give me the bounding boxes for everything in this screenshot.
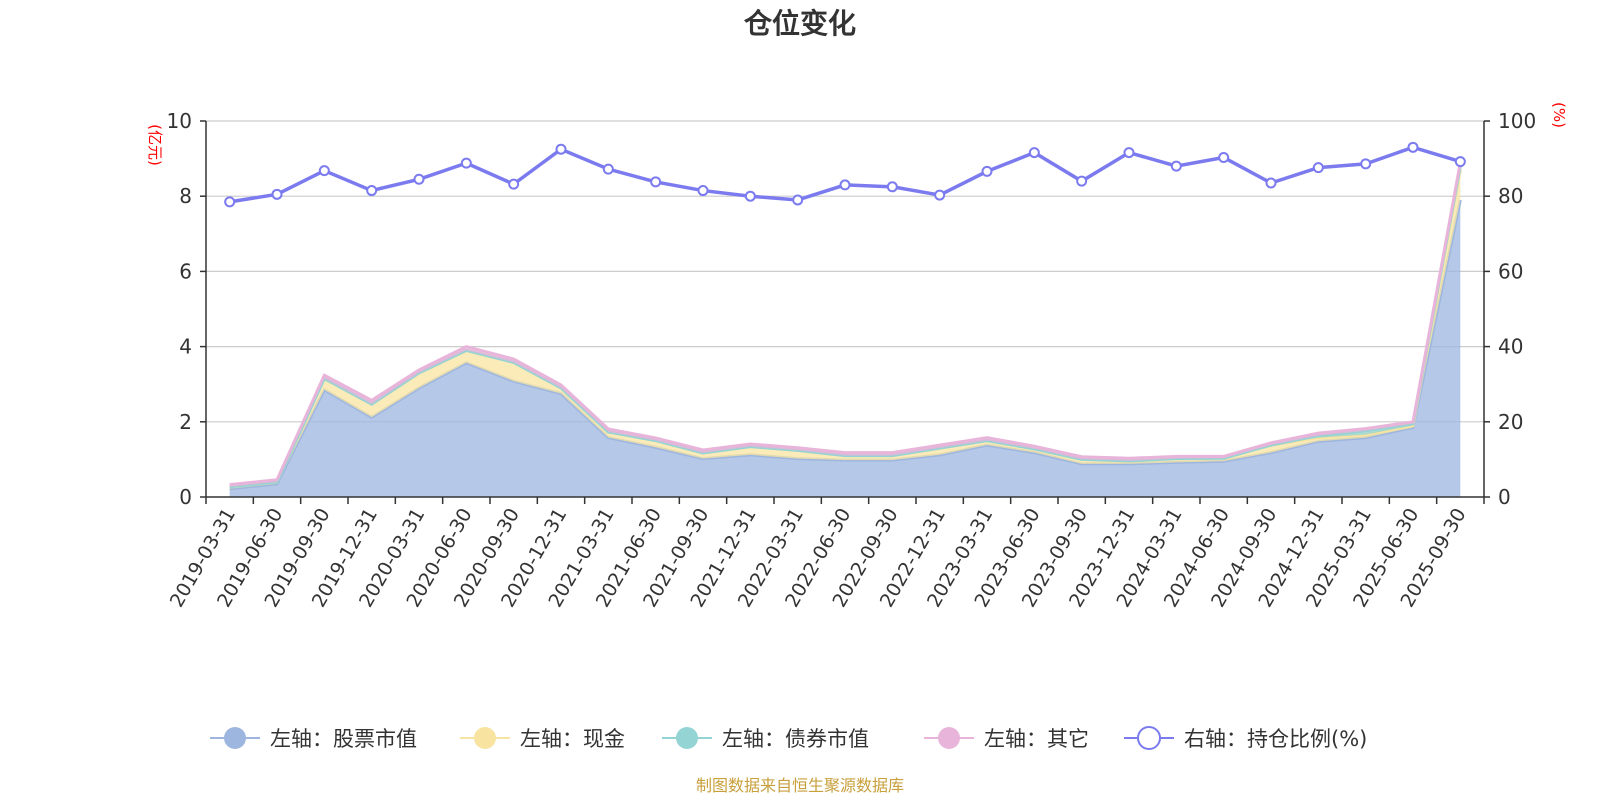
- legend-item[interactable]: 左轴：现金: [460, 727, 625, 751]
- ratio-point: [555, 143, 567, 155]
- stacked-areas: [229, 162, 1462, 497]
- legend-marker: [676, 727, 698, 749]
- ratio-point: [1076, 175, 1088, 187]
- right-tick-label: 80: [1498, 184, 1523, 208]
- ratio-point: [1407, 141, 1419, 153]
- data-source-note: 制图数据来自恒生聚源数据库: [696, 776, 904, 795]
- left-axis-unit: (亿元): [146, 124, 164, 166]
- left-tick-label: 0: [179, 485, 192, 509]
- left-tick-label: 6: [179, 259, 192, 283]
- ratio-point: [1360, 158, 1372, 170]
- ratio-point: [602, 163, 614, 175]
- legend-item[interactable]: 左轴：其它: [924, 727, 1089, 751]
- legend-label: 右轴：持仓比例(%): [1184, 727, 1367, 751]
- chart-title: 仓位变化: [744, 7, 856, 40]
- ratio-point: [318, 165, 330, 177]
- ratio-point: [1312, 162, 1324, 174]
- right-tick-label: 40: [1498, 335, 1523, 359]
- legend-item[interactable]: 右轴：持仓比例(%): [1124, 726, 1367, 751]
- ratio-point: [460, 157, 472, 169]
- ratio-point: [886, 181, 898, 193]
- ratio-point: [224, 196, 236, 208]
- ratio-point: [1454, 156, 1466, 168]
- left-tick-label: 10: [167, 109, 192, 133]
- right-tick-label: 100: [1498, 109, 1536, 133]
- ratio-point: [366, 185, 378, 197]
- right-tick-label: 60: [1498, 259, 1523, 283]
- legend[interactable]: 左轴：股票市值 左轴：现金 左轴：债券市值 左轴：其它 右轴：持仓比例(%): [210, 726, 1367, 751]
- area-series-1: [229, 199, 1461, 497]
- legend-marker: [474, 727, 496, 749]
- ratio-point: [1028, 147, 1040, 159]
- legend-label: 左轴：其它: [984, 727, 1089, 751]
- right-axis-unit: (%): [1550, 102, 1568, 128]
- legend-marker: [224, 727, 246, 749]
- left-tick-label: 2: [179, 410, 192, 434]
- left-tick-label: 8: [179, 184, 192, 208]
- ratio-point: [981, 165, 993, 177]
- legend-label: 左轴：现金: [520, 727, 625, 751]
- grid-lines: [206, 120, 1484, 423]
- legend-label: 左轴：股票市值: [270, 727, 417, 751]
- ratio-point: [271, 188, 283, 200]
- ratio-point: [650, 176, 662, 188]
- legend-label: 左轴：债券市值: [722, 727, 869, 751]
- ratio-point: [792, 194, 804, 206]
- ratio-point: [1265, 177, 1277, 189]
- legend-marker: [938, 727, 960, 749]
- ratio-point: [1123, 147, 1135, 159]
- ratio-point: [744, 190, 756, 202]
- ratio-point: [413, 173, 425, 185]
- area-edge-series-4: [229, 162, 1462, 487]
- right-tick-label: 0: [1498, 485, 1511, 509]
- ratio-point: [1218, 151, 1230, 163]
- ratio-line-path: [229, 145, 1461, 204]
- left-tick-label: 4: [179, 335, 192, 359]
- ratio-point: [1170, 160, 1182, 172]
- legend-marker: [1137, 726, 1161, 750]
- legend-item[interactable]: 左轴：股票市值: [210, 727, 417, 751]
- ratio-point: [697, 185, 709, 197]
- ratio-point: [934, 189, 946, 201]
- ratio-point: [508, 178, 520, 190]
- ratio-point: [839, 179, 851, 191]
- right-tick-label: 20: [1498, 410, 1523, 434]
- legend-item[interactable]: 左轴：债券市值: [662, 727, 869, 751]
- position-ratio-line: [224, 141, 1466, 208]
